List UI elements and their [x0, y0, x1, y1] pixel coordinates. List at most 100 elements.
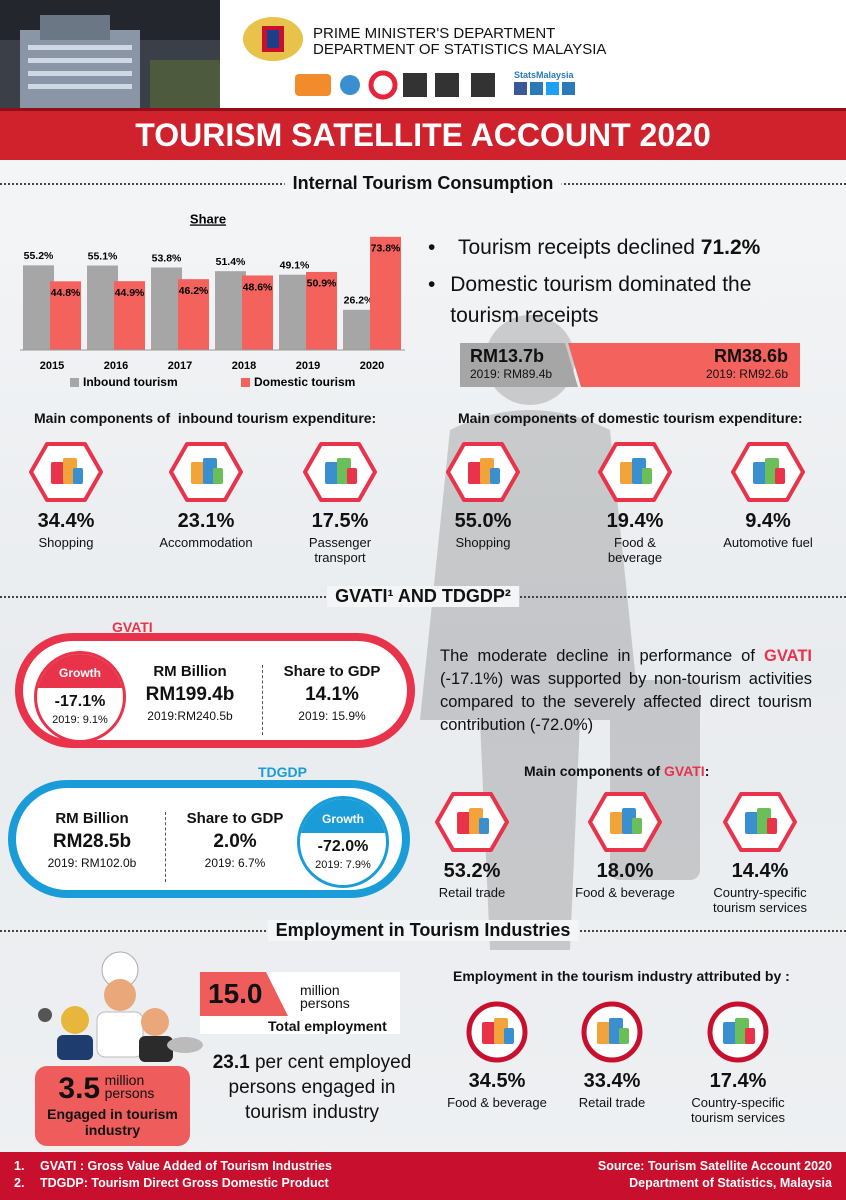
section-title: GVATI¹ AND TDGDP²	[327, 586, 519, 607]
value: 23.1	[212, 1052, 250, 1073]
component-card: 14.4% Country-specific tourism services	[690, 790, 830, 915]
section-heading: Employment in Tourism Industries	[0, 920, 846, 941]
share: 14.4%	[731, 860, 789, 882]
notes: 1. GVATI : Gross Value Added of Tourism I…	[14, 1158, 332, 1192]
unit: million persons	[104, 1072, 155, 1101]
label: Food & beverage	[575, 885, 675, 900]
label: RM Billion	[55, 810, 129, 827]
bar	[279, 274, 310, 350]
decoration	[471, 73, 495, 97]
bar	[114, 281, 145, 350]
icon-shape	[632, 818, 642, 834]
value-label: 44.8%	[51, 287, 81, 299]
value: RM13.7b	[470, 346, 545, 366]
bullet-text: Tourism receipts declined 71.2%	[458, 232, 760, 263]
decoration	[435, 73, 459, 97]
decoration	[28, 45, 132, 50]
legend-label: Domestic tourism	[254, 375, 355, 389]
bar	[306, 271, 337, 350]
decoration	[96, 1011, 144, 1058]
bar	[23, 265, 54, 350]
share: 53.2%	[443, 860, 501, 882]
social-icons	[514, 82, 575, 95]
note-number: 2.	[14, 1176, 25, 1190]
icon	[303, 442, 377, 502]
bar	[151, 267, 182, 350]
label: Shopping	[38, 535, 94, 550]
source: Source: Tourism Satellite Account 2020 D…	[598, 1158, 832, 1192]
previous: 2019: RM102.0b	[47, 856, 137, 870]
icon	[435, 792, 509, 852]
value: RM28.5b	[52, 831, 132, 852]
decoration	[28, 58, 132, 63]
value: 14.1%	[305, 684, 359, 705]
label: Retail trade	[438, 885, 506, 900]
share: 33.4%	[583, 1070, 641, 1092]
label: Shopping	[455, 535, 511, 550]
value-label: 49.1%	[280, 259, 310, 271]
icon-shape	[619, 1028, 629, 1044]
note: 2. TDGDP: Tourism Direct Gross Domestic P…	[14, 1175, 332, 1192]
decoration	[28, 71, 132, 76]
previous: 2019:RM240.5b	[147, 709, 233, 723]
bar	[50, 281, 81, 350]
source-line: Source: Tourism Satellite Account 2020	[597, 1159, 832, 1173]
component-card: 23.1% Accommodation	[136, 440, 276, 550]
inbound-receipts: RM13.7b 2019: RM89.4b	[470, 346, 552, 381]
source-line: Department of Statistics, Malaysia	[629, 1176, 832, 1190]
x-tick-label: 2016	[104, 360, 128, 372]
decoration	[40, 15, 110, 40]
decoration	[460, 343, 578, 387]
value-label: 55.1%	[88, 250, 118, 262]
text: per cent employed persons engaged in tou…	[228, 1052, 412, 1123]
decoration	[340, 75, 360, 95]
component-card: 33.4% Retail trade	[542, 1000, 682, 1110]
value: RM38.6b	[713, 346, 788, 366]
icon-shape	[490, 468, 500, 484]
statement: 23.1 per cent employed persons engaged i…	[212, 1050, 412, 1125]
label: Retail trade	[578, 1095, 646, 1110]
section-title: Internal Tourism Consumption	[284, 173, 562, 194]
decoration	[139, 1036, 173, 1062]
share: 19.4%	[606, 510, 664, 532]
previous: 2019: RM92.6b	[705, 367, 788, 381]
share: 17.4%	[709, 1070, 767, 1092]
bar	[215, 271, 246, 350]
icon	[466, 1001, 528, 1063]
icon-shape	[753, 462, 767, 484]
icon	[731, 442, 805, 502]
text: Tourism receipts declined	[458, 236, 695, 259]
department: PRIME MINISTER'S DEPARTMENT	[313, 25, 556, 42]
label: Share to GDP	[283, 663, 381, 680]
previous: 2019: RM89.4b	[470, 367, 553, 381]
icon-shape	[597, 1022, 611, 1044]
decoration	[28, 45, 132, 89]
component-card: 55.0% Shopping	[413, 440, 553, 550]
bar	[242, 275, 273, 350]
icon-shape	[767, 818, 777, 834]
icon	[29, 442, 103, 502]
decoration	[546, 82, 559, 95]
value-label: 46.2%	[179, 285, 209, 297]
decoration	[267, 30, 279, 48]
value-label: 51.4%	[216, 256, 246, 268]
icon-shape	[620, 462, 634, 484]
share: 34.4%	[37, 510, 95, 532]
gvati-paragraph: The moderate decline in performance of G…	[440, 645, 812, 737]
component-card: 53.2% Retail trade	[402, 790, 542, 900]
bar	[343, 309, 374, 350]
tdgdp-gdp: Share to GDP 2.0% 2019: 6.7%	[175, 810, 295, 870]
decoration	[403, 73, 427, 97]
icon-shape	[504, 1028, 514, 1044]
highlight: 71.2%	[700, 236, 761, 259]
engaged-value-row: 3.5 million persons	[35, 1072, 190, 1106]
decoration	[420, 410, 640, 950]
icon	[169, 442, 243, 502]
chart-title: Share	[190, 211, 226, 226]
label: Engaged in tourism industry	[47, 1106, 178, 1138]
brand: StatsMalaysia	[514, 70, 574, 80]
decoration	[141, 1008, 169, 1036]
decoration	[368, 70, 398, 100]
tdgdp-rm: RM Billion RM28.5b 2019: RM102.0b	[32, 810, 152, 870]
